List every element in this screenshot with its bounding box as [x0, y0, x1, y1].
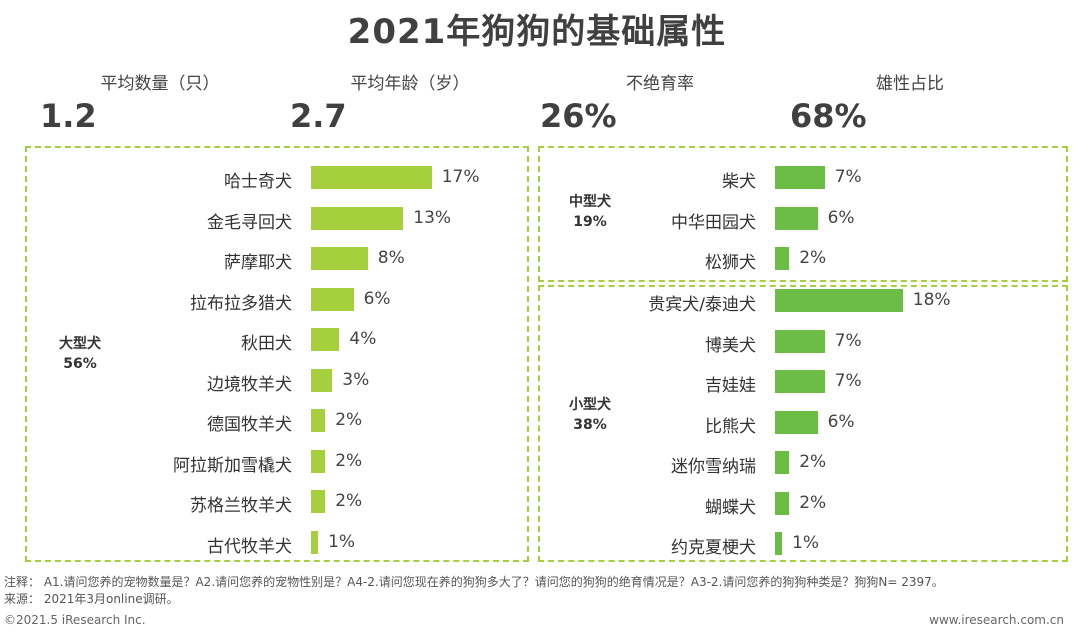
medium-category-label: 柴犬: [722, 172, 756, 192]
medium-dog-group-label: 中型犬 19%: [550, 192, 630, 232]
large-category-label: 金毛寻回犬: [207, 212, 292, 233]
large-value-label: 2%: [335, 450, 363, 471]
large-bar: [311, 530, 319, 554]
large-category-label: 古代牧羊犬: [207, 536, 292, 557]
small-value-label: 1%: [792, 533, 820, 553]
small-dog-group-label: 小型犬 38%: [550, 395, 630, 435]
medium-value-label: 6%: [827, 207, 855, 228]
large-value-label: 2%: [335, 410, 363, 430]
small-category-label: 约克夏梗犬: [671, 538, 756, 558]
small-value-label: 18%: [912, 290, 951, 310]
stat-label: 雄性占比: [876, 74, 944, 94]
copyright: ©2021.5 iResearch Inc.: [4, 613, 146, 627]
large-category-label: 萨摩耶犬: [224, 253, 292, 273]
large-bar: [311, 206, 404, 230]
stat-avg-age: 平均年龄（岁） 2.7: [290, 72, 530, 135]
large-bar: [311, 166, 432, 189]
large-bar: [311, 449, 326, 473]
stat-male-share: 雄性占比 68%: [790, 72, 1030, 135]
small-category-label: 贵宾犬/泰迪犬: [648, 295, 756, 315]
group-share: 38%: [573, 417, 607, 433]
small-bar: [775, 410, 818, 434]
large-bar: [311, 490, 326, 513]
stat-value: 2.7: [290, 97, 347, 135]
small-dog-panel: [538, 285, 1068, 562]
large-category-label: 拉布拉多猎犬: [190, 293, 292, 314]
stat-avg-count: 平均数量（只） 1.2: [40, 72, 280, 135]
group-name: 中型犬: [569, 194, 611, 210]
small-category-label: 迷你雪纳瑞: [671, 457, 756, 477]
large-value-label: 17%: [441, 167, 480, 187]
stat-label: 平均数量（只）: [100, 74, 220, 94]
group-name: 小型犬: [569, 397, 611, 413]
medium-bar: [775, 206, 818, 230]
small-bar: [775, 532, 783, 555]
large-bar: [311, 328, 340, 351]
page-title: 2021年狗狗的基础属性: [347, 12, 727, 52]
stat-value: 1.2: [40, 97, 97, 135]
small-bar: [775, 289, 903, 312]
large-bar: [311, 368, 333, 392]
large-category-label: 苏格兰牧羊犬: [190, 496, 292, 516]
small-category-label: 吉娃娃: [705, 376, 756, 396]
stat-label: 平均年龄（岁）: [350, 74, 470, 94]
large-value-label: 8%: [377, 248, 405, 268]
medium-bar: [775, 166, 825, 189]
small-category-label: 博美犬: [705, 335, 756, 356]
stat-label: 不绝育率: [626, 74, 694, 94]
stat-value: 26%: [540, 97, 617, 135]
small-value-label: 6%: [827, 411, 855, 432]
large-category-label: 阿拉斯加雪橇犬: [173, 455, 292, 476]
medium-category-label: 松狮犬: [705, 253, 756, 273]
large-bar: [311, 247, 368, 270]
small-category-label: 比熊犬: [705, 416, 756, 437]
large-dog-group-label: 大型犬 56%: [40, 334, 120, 374]
large-dog-panel: [25, 146, 529, 562]
medium-value-label: 2%: [799, 248, 827, 268]
large-category-label: 德国牧羊犬: [207, 415, 292, 435]
medium-category-label: 中华田园犬: [671, 212, 756, 233]
stat-unneutered-rate: 不绝育率 26%: [540, 72, 780, 135]
medium-value-label: 7%: [834, 167, 862, 187]
medium-dog-panel: [538, 146, 1068, 282]
large-value-label: 13%: [413, 207, 452, 228]
small-bar: [775, 491, 790, 515]
group-share: 19%: [573, 214, 607, 230]
footnote-source: 来源： 2021年3月online调研。: [4, 592, 179, 606]
small-value-label: 2%: [799, 452, 827, 472]
small-category-label: 蝴蝶犬: [705, 497, 756, 518]
large-category-label: 边境牧羊犬: [207, 374, 292, 395]
large-value-label: 3%: [342, 369, 370, 390]
small-bar: [775, 329, 825, 353]
small-value-label: 7%: [834, 371, 862, 391]
group-name: 大型犬: [59, 336, 101, 352]
large-value-label: 1%: [328, 531, 356, 552]
large-value-label: 2%: [335, 491, 363, 511]
group-share: 56%: [63, 356, 97, 372]
large-bar: [311, 287, 354, 311]
small-bar: [775, 370, 825, 393]
small-bar: [775, 451, 790, 474]
footnote-survey: 注释： A1.请问您养的宠物数量是？A2.请问您养的宠物性别是？A4-2.请问您…: [4, 575, 944, 589]
large-value-label: 6%: [363, 288, 391, 309]
large-value-label: 4%: [349, 329, 377, 349]
large-category-label: 哈士奇犬: [224, 172, 292, 192]
small-value-label: 2%: [799, 492, 827, 513]
large-bar: [311, 409, 326, 432]
large-category-label: 秋田犬: [241, 334, 292, 354]
stat-value: 68%: [790, 97, 867, 135]
medium-bar: [775, 247, 790, 270]
website: www.iresearch.com.cn: [929, 613, 1064, 627]
small-value-label: 7%: [834, 330, 862, 351]
